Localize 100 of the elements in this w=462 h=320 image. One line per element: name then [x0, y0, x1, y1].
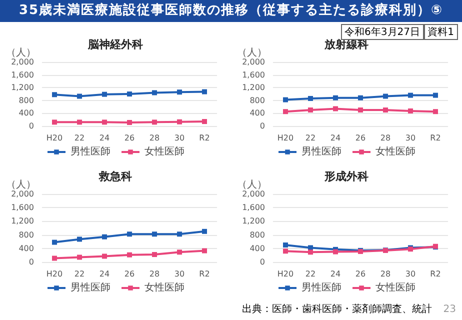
x-tick-label: 28 [380, 270, 391, 278]
point [283, 248, 288, 254]
point [333, 95, 338, 100]
point [283, 109, 288, 114]
legend-label: 女性医師 [144, 282, 184, 294]
x-tick-label: 24 [330, 134, 341, 142]
point [177, 250, 182, 255]
x-tick-label: 30 [405, 134, 416, 142]
chart-title: 放射線科 [324, 38, 368, 51]
text: 資料1 [424, 24, 458, 40]
point [383, 94, 388, 99]
legend-label: 男性医師 [302, 282, 342, 294]
point [152, 232, 157, 237]
legend-label: 男性医師 [70, 146, 110, 158]
y-tick-label: 1,200 [242, 216, 265, 226]
x-tick-label: 22 [74, 134, 85, 142]
x-tick-label: H20 [277, 270, 294, 278]
x-tick-label: R2 [430, 270, 441, 278]
point [77, 254, 82, 260]
point [202, 248, 207, 254]
x-tick-label: 26 [124, 134, 135, 142]
point [102, 254, 107, 259]
point [77, 120, 82, 125]
chart-title: 救急科 [98, 170, 132, 183]
point [127, 232, 132, 237]
x-tick-label: 22 [305, 270, 316, 278]
y-axis-title: （人） [6, 180, 36, 190]
point [283, 97, 288, 102]
x-tick-label: 28 [149, 134, 160, 142]
point [358, 108, 363, 112]
y-tick-label: 800 [250, 96, 265, 105]
point [383, 108, 388, 112]
y-tick-label: 400 [18, 108, 34, 118]
y-axis-title: （人） [237, 48, 267, 58]
point [433, 109, 438, 114]
point [152, 120, 157, 125]
y-tick-label: 800 [18, 230, 34, 240]
point [77, 236, 82, 242]
x-tick-label: 30 [174, 270, 185, 278]
y-tick-label: 2,000 [11, 190, 34, 198]
point [152, 90, 157, 96]
x-tick-label: R2 [199, 270, 210, 278]
point [127, 120, 132, 125]
point [52, 240, 57, 245]
legend-label: 男性医師 [302, 146, 342, 158]
y-tick-label: 800 [18, 96, 34, 105]
y-tick-label: 2,000 [242, 190, 265, 198]
x-tick-label: 28 [149, 270, 160, 278]
point [408, 92, 413, 98]
y-tick-label: 2,000 [11, 58, 34, 66]
x-tick-label: 22 [74, 270, 85, 278]
x-tick-label: 26 [355, 134, 366, 142]
x-tick-label: 24 [99, 134, 110, 142]
point [308, 108, 313, 112]
x-tick-label: H20 [277, 134, 294, 142]
x-tick-label: R2 [430, 134, 441, 142]
y-tick-label: 1,600 [242, 70, 265, 80]
point [408, 108, 413, 114]
point [202, 89, 207, 94]
y-tick-label: 800 [250, 230, 265, 240]
y-tick-label: 1,600 [11, 70, 34, 80]
point [177, 90, 182, 95]
y-axis-title: （人） [237, 180, 267, 190]
legend-label: 女性医師 [376, 282, 416, 294]
legend-label: 女性医師 [144, 146, 184, 158]
point [52, 92, 57, 98]
source-note: 出典：医師・歯科医師・薬剤師調査、統計 [242, 302, 432, 316]
text: 35歳未満医療施設従事医師数の推移（従事する主たる診療科別）⑤ [0, 0, 462, 22]
y-tick-label: 1,200 [242, 83, 265, 92]
x-tick-label: 28 [380, 134, 391, 142]
x-tick-label: 26 [124, 270, 135, 278]
point [358, 95, 363, 100]
point [102, 92, 107, 97]
y-tick-label: 400 [18, 244, 34, 253]
x-tick-label: 26 [355, 270, 366, 278]
y-tick-label: 1,200 [11, 83, 34, 92]
x-tick-label: 30 [405, 270, 416, 278]
x-tick-label: R2 [199, 134, 210, 142]
point [77, 94, 82, 99]
y-tick-label: 0 [260, 258, 265, 266]
y-tick-label: 0 [28, 122, 34, 130]
point [177, 232, 182, 237]
point [102, 234, 107, 240]
point [202, 228, 207, 234]
point [333, 106, 338, 112]
text: 令和6年3月27日 [340, 24, 424, 40]
point [52, 120, 57, 125]
x-tick-label: 24 [99, 270, 110, 278]
point [127, 92, 132, 96]
point [308, 250, 313, 255]
point [127, 252, 132, 258]
x-tick-label: 24 [330, 270, 341, 278]
y-tick-label: 1,200 [11, 216, 34, 226]
point [308, 245, 313, 250]
point [152, 252, 157, 258]
y-tick-label: 0 [28, 258, 34, 266]
point [202, 119, 207, 124]
y-tick-label: 1,600 [242, 203, 265, 212]
point [333, 249, 338, 254]
point [433, 92, 438, 98]
